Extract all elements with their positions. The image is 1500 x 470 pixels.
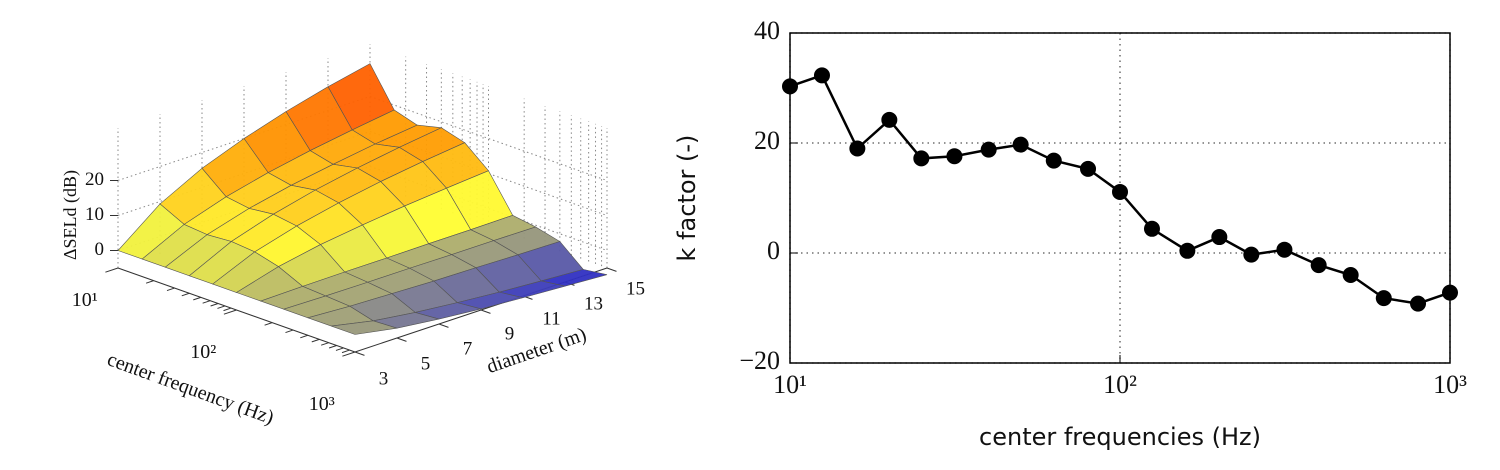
x-minor-tick — [181, 292, 190, 297]
y-tick-label: 7 — [463, 338, 473, 359]
marker — [946, 148, 963, 165]
x-tick-label: 10¹ — [72, 289, 98, 311]
y-axis-label: diameter (m) — [484, 323, 589, 378]
x-minor-tick — [311, 338, 320, 343]
plot-frame — [789, 32, 1451, 364]
y-axis-label: k factor (-) — [673, 135, 701, 262]
marker — [1012, 136, 1029, 153]
y-tick-label: −20 — [739, 346, 780, 375]
marker — [881, 111, 898, 128]
x-axis-label: center frequencies (Hz) — [979, 423, 1261, 451]
marker — [1243, 246, 1260, 263]
x-minor-tick — [193, 296, 201, 301]
x-minor-tick — [328, 345, 337, 349]
marker — [1442, 284, 1458, 301]
y-tick — [438, 323, 449, 328]
marker — [813, 67, 830, 84]
x-minor-tick — [217, 305, 226, 309]
x-minor-tick — [166, 287, 175, 292]
y-tick-label: 20 — [754, 126, 780, 155]
y-tick-label: 9 — [505, 323, 515, 344]
marker — [1179, 242, 1196, 259]
y-tick-label: 5 — [421, 353, 431, 374]
x-minor-tick — [300, 334, 309, 339]
y-tick-label: 11 — [542, 308, 560, 329]
x-tick — [105, 267, 119, 273]
marker — [1276, 241, 1293, 258]
marker — [849, 140, 866, 157]
x-tick — [223, 309, 237, 315]
marker — [1310, 257, 1327, 274]
marker — [980, 141, 997, 158]
marker — [1342, 267, 1359, 283]
z-axis-label: ΔSELd (dB) — [60, 170, 81, 260]
marker — [913, 150, 930, 167]
marker — [1112, 183, 1128, 200]
x-tick-label: 10¹ — [773, 370, 807, 399]
marker — [1375, 290, 1392, 307]
y-tick-label: 40 — [754, 16, 780, 45]
marker — [1080, 160, 1097, 177]
y-tick-label: 15 — [626, 278, 645, 299]
marker — [1143, 220, 1160, 237]
x-tick-label: 10² — [190, 341, 216, 363]
y-tick — [354, 351, 365, 356]
x-minor-tick — [320, 342, 329, 346]
x-tick-label: 10³ — [1433, 370, 1467, 399]
z-tick-label: 20 — [85, 169, 104, 190]
x-minor-tick — [285, 329, 294, 334]
x-minor-tick — [335, 347, 344, 351]
x-minor-tick — [145, 280, 154, 284]
x-tick-label: 10³ — [309, 393, 335, 415]
z-tick-label: 10 — [85, 204, 104, 225]
y-tick — [396, 337, 407, 342]
marker — [1410, 295, 1427, 312]
y-tick-label: 0 — [767, 236, 780, 265]
marker — [1045, 152, 1062, 169]
y-tick-label: 13 — [584, 293, 603, 314]
x-tick-label: 10² — [1103, 370, 1137, 399]
x-minor-tick — [202, 300, 211, 304]
z-tick-label: 0 — [95, 239, 105, 260]
y-tick-label: 3 — [379, 368, 389, 389]
x-minor-tick — [341, 349, 350, 354]
x-minor-tick — [264, 322, 273, 326]
surface-patch — [331, 320, 398, 335]
x-minor-tick — [210, 303, 219, 307]
grid-line — [369, 96, 608, 181]
x-minor-tick — [223, 307, 232, 312]
x-tick — [342, 351, 356, 357]
y-tick — [480, 309, 491, 314]
marker — [782, 78, 798, 95]
y-tick — [606, 267, 617, 272]
marker — [1211, 229, 1228, 246]
